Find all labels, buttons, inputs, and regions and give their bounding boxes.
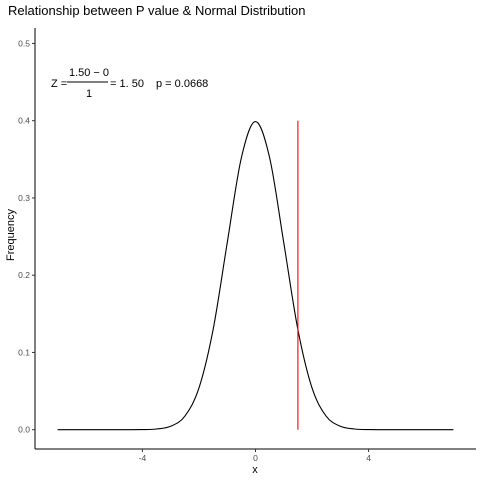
annotation-p-value: p = 0.0668 [156, 78, 208, 90]
annotation-numerator: 1.50 − 0 [69, 67, 109, 79]
chart-title: Relationship between P value & Normal Di… [8, 3, 305, 18]
x-tick-label: 0 [253, 453, 258, 463]
series-layer [57, 120, 454, 431]
x-tick-label: -4 [139, 453, 147, 463]
x-ticks: -4 0 4 [139, 449, 371, 463]
annotation-z-result: = 1. 50 [110, 78, 144, 90]
y-tick-label: 0.5 [18, 38, 30, 48]
series-line [57, 120, 454, 431]
y-ticks: 0.0 0.1 0.2 0.3 0.4 0.5 [18, 38, 35, 435]
y-tick-label: 0.3 [18, 193, 30, 203]
y-tick-label: 0.0 [18, 425, 30, 435]
y-tick-label: 0.1 [18, 347, 30, 357]
annotation-denominator: 1 [86, 88, 92, 100]
y-tick-label: 0.4 [18, 116, 30, 126]
x-axis-label: x [252, 464, 258, 476]
x-tick-label: 4 [366, 453, 371, 463]
annotation: Z = 1.50 − 0 1 = 1. 50 p = 0.0668 [51, 67, 208, 100]
annotation-z-prefix: Z = [51, 78, 67, 90]
y-tick-label: 0.2 [18, 270, 30, 280]
y-axis-label: Frequency [5, 209, 17, 261]
